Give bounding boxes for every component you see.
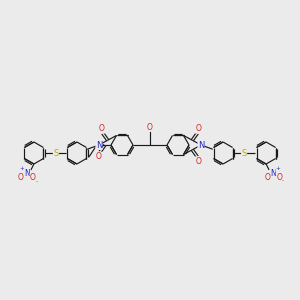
Text: O: O bbox=[30, 173, 36, 182]
Text: O: O bbox=[99, 124, 105, 133]
Text: N: N bbox=[24, 169, 30, 178]
Text: -: - bbox=[36, 179, 38, 184]
Text: S: S bbox=[53, 148, 58, 158]
Text: +: + bbox=[20, 167, 24, 172]
Text: N: N bbox=[270, 169, 276, 178]
Text: N: N bbox=[198, 140, 204, 149]
Text: O: O bbox=[96, 152, 102, 161]
Text: O: O bbox=[18, 172, 24, 182]
Text: O: O bbox=[195, 157, 201, 166]
Text: O: O bbox=[264, 173, 270, 182]
Text: O: O bbox=[195, 124, 201, 133]
Text: S: S bbox=[242, 148, 247, 158]
Text: -: - bbox=[282, 178, 284, 184]
Text: +: + bbox=[276, 167, 280, 172]
Text: O: O bbox=[147, 122, 153, 131]
Text: O: O bbox=[276, 172, 282, 182]
Text: N: N bbox=[96, 140, 102, 149]
